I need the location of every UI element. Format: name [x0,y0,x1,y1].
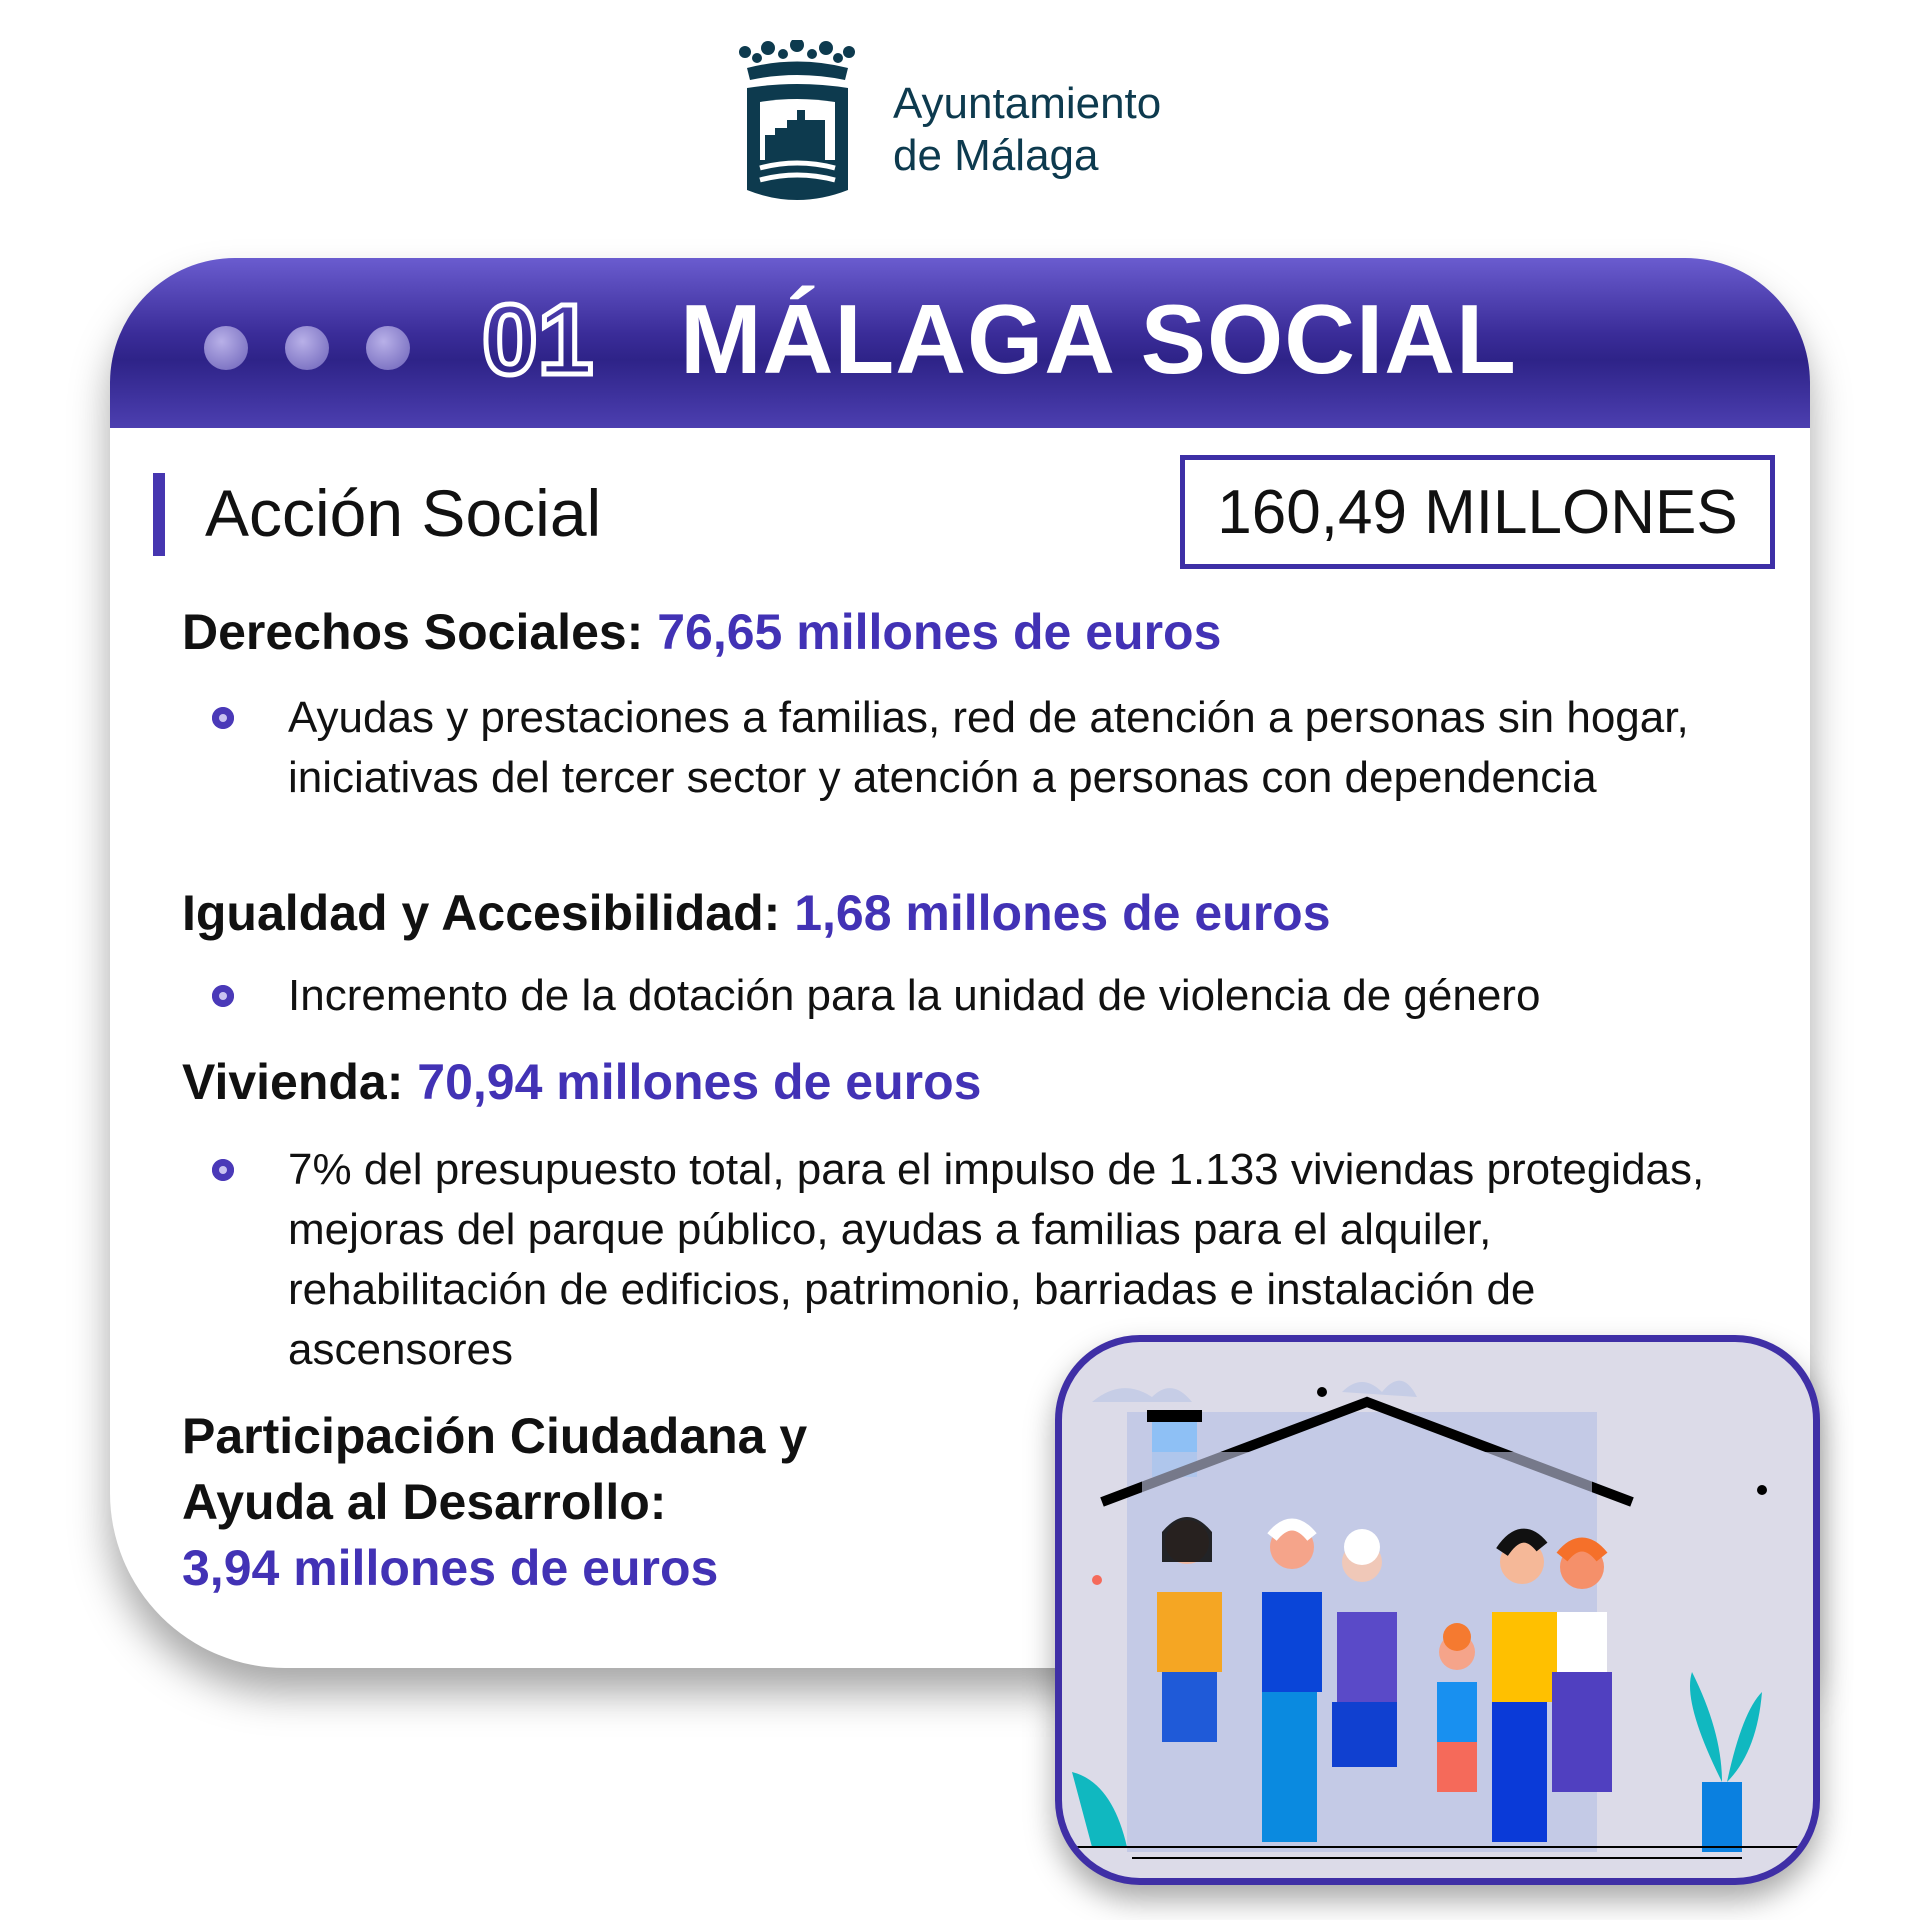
family-house-icon [1062,1380,1813,1859]
window-dot-icon [366,326,410,370]
bullet-text: Ayudas y prestaciones a familias, red de… [288,693,1689,802]
category-label: Participación Ciudadana y [182,1408,808,1464]
window-dot-icon [285,326,329,370]
family-house-illustration [1055,1335,1820,1885]
category-label: Vivienda: [182,1054,404,1110]
category-amount: 3,94 millones de euros [182,1540,719,1596]
people-group [1157,1517,1612,1842]
section-title: Acción Social [205,476,602,550]
total-badge: 160,49 MILLONES [1180,455,1775,569]
category-vivienda: Vivienda: 70,94 millones de euros [182,1053,981,1111]
logo-text-line1: Ayuntamiento [893,79,1162,128]
category-igualdad: Igualdad y Accesibilidad: 1,68 millones … [182,884,1331,942]
logo-text-line2: de Málaga [893,131,1099,180]
category-amount: 70,94 millones de euros [417,1054,982,1110]
window-dot-icon [204,326,248,370]
bullet-icon [210,983,236,1009]
bullet-text: Incremento de la dotación para la unidad… [288,971,1541,1020]
card-header: 01 MÁLAGA SOCIAL [110,258,1810,428]
category-derechos-sociales: Derechos Sociales: 76,65 millones de eur… [182,603,1221,661]
page-title: MÁLAGA SOCIAL [680,284,1517,394]
content-card: 01 MÁLAGA SOCIAL Acción Social 160,49 MI… [110,258,1810,1668]
category-amount: 1,68 millones de euros [794,885,1331,941]
category-label: Ayuda al Desarrollo: [182,1474,667,1530]
coat-of-arms-icon [739,40,855,200]
category-label: Derechos Sociales: [182,604,644,660]
section-number: 01 [479,282,595,399]
category-amount: 76,65 millones de euros [657,604,1222,660]
accent-bar [153,473,165,556]
category-participacion: Participación Ciudadana y Ayuda al Desar… [182,1403,807,1601]
bullet-icon [210,705,236,731]
bullet-text: 7% del presupuesto total, para el impuls… [288,1145,1705,1374]
bullet-icon [210,1157,236,1183]
category-label: Igualdad y Accesibilidad: [182,885,781,941]
